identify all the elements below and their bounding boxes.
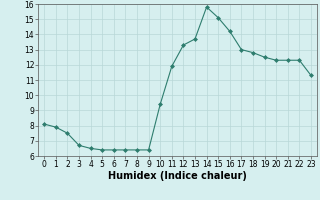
X-axis label: Humidex (Indice chaleur): Humidex (Indice chaleur) [108,171,247,181]
